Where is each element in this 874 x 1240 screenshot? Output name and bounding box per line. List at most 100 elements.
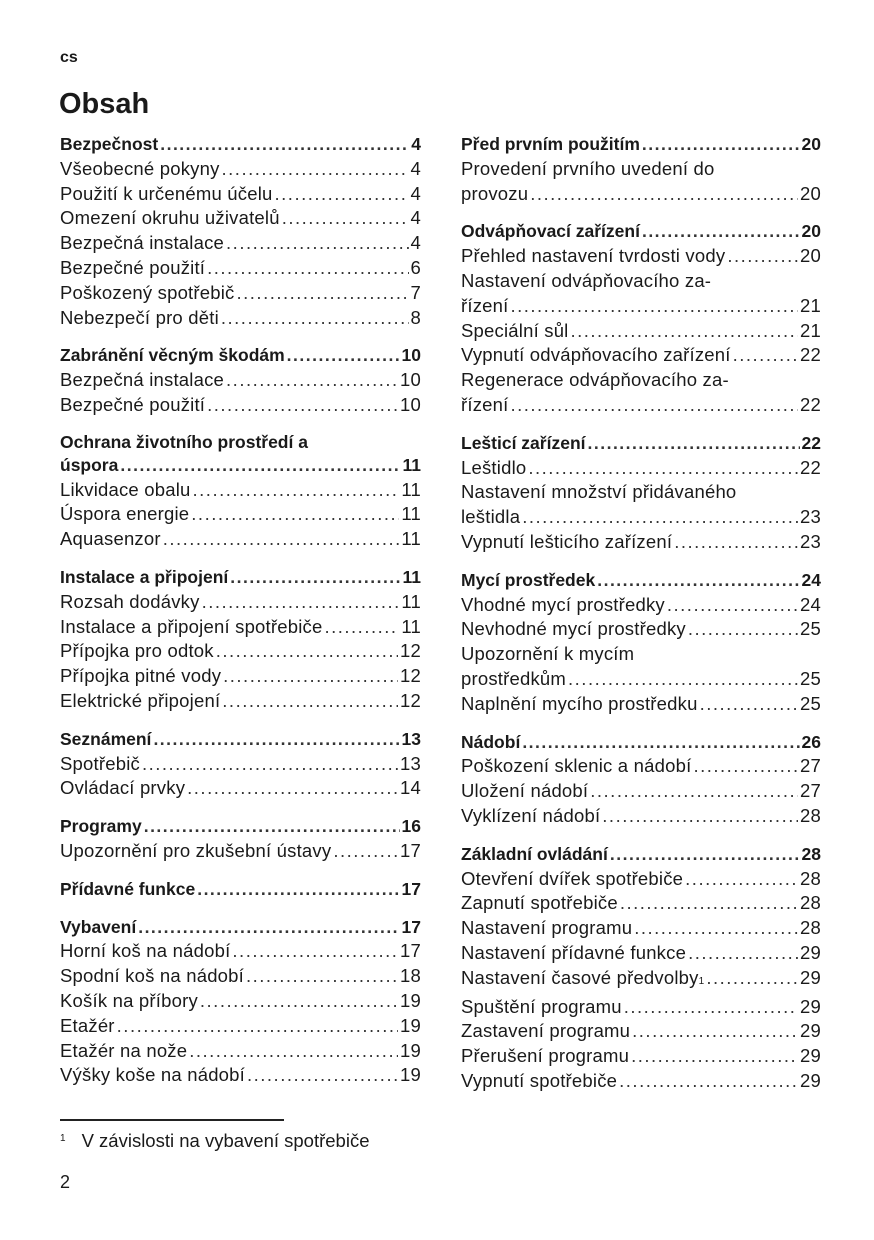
toc-heading[interactable]: úspora 11 — [60, 453, 421, 478]
toc-entry-page: 22 — [800, 344, 821, 366]
toc-entry[interactable]: Etažér na nože 19 — [60, 1039, 421, 1064]
toc-entry-label: Omezení okruhu uživatelů — [60, 207, 280, 229]
toc-entry[interactable]: Nebezpečí pro děti 8 — [60, 306, 421, 331]
leader-dots — [207, 393, 398, 418]
toc-entry-label: Poškozený spotřebič — [60, 281, 235, 303]
leader-dots — [733, 343, 798, 368]
toc-entry[interactable]: Ovládací prvky 14 — [60, 776, 421, 801]
toc-entry[interactable]: Spotřebič 13 — [60, 752, 421, 777]
toc-entry[interactable]: Uložení nádobí 27 — [461, 779, 821, 804]
toc-entry[interactable]: Vhodné mycí prostředky 24 — [461, 593, 821, 618]
toc-entry[interactable]: Všeobecné pokyny 4 — [60, 157, 421, 182]
toc-entry-page: 29 — [800, 995, 821, 1017]
leader-dots — [642, 219, 800, 244]
leader-dots — [191, 502, 399, 527]
toc-entry[interactable]: Otevření dvířek spotřebiče 28 — [461, 867, 821, 892]
toc-entry-label: Bezpečné použití — [60, 256, 206, 278]
toc-entry[interactable]: Naplnění mycího prostředku 25 — [461, 692, 821, 717]
toc-entry-line[interactable]: Provedení prvního uvedení do — [461, 157, 715, 179]
toc-entry-line[interactable]: Regenerace odvápňovacího za- — [461, 369, 729, 391]
toc-entry[interactable]: Instalace a připojení spotřebiče 11 — [60, 615, 421, 640]
toc-entry[interactable]: Vyklízení nádobí 28 — [461, 804, 821, 829]
toc-heading[interactable]: Vybavení 17 — [60, 915, 421, 940]
toc-entry[interactable]: řízení 21 — [461, 294, 821, 319]
toc-entry[interactable]: Speciální sůl 21 — [461, 319, 821, 344]
toc-heading[interactable]: Přídavné funkce 17 — [60, 877, 421, 902]
language-code: cs — [60, 49, 78, 66]
leader-dots — [530, 182, 798, 207]
leader-dots — [221, 306, 409, 331]
toc-entry[interactable]: Likvidace obalu 11 — [60, 478, 421, 503]
toc-entry[interactable]: Bezpečné použití 10 — [60, 393, 421, 418]
toc-heading[interactable]: Mycí prostředek 24 — [461, 568, 821, 593]
toc-entry[interactable]: Přípojka pitné vody 12 — [60, 664, 421, 689]
toc-entry[interactable]: Použití k určenému účelu 4 — [60, 182, 421, 207]
toc-entry[interactable]: Nevhodné mycí prostředky 25 — [461, 617, 821, 642]
toc-entry-line[interactable]: Upozornění k mycím — [461, 643, 635, 665]
toc-entry-page: 23 — [800, 530, 821, 552]
toc-entry[interactable]: Rozsah dodávky 11 — [60, 590, 421, 615]
toc-entry[interactable]: Přípojka pro odtok 12 — [60, 639, 421, 664]
toc-entry[interactable]: leštidla 23 — [461, 505, 821, 530]
toc-heading[interactable]: Základní ovládání 28 — [461, 842, 821, 867]
toc-entry-label: Otevření dvířek spotřebiče — [461, 867, 684, 889]
toc-heading[interactable]: Nádobí 26 — [461, 730, 821, 755]
toc-entry[interactable]: Poškození sklenic a nádobí 27 — [461, 754, 821, 779]
toc-entry-label: Bezpečné použití — [60, 393, 206, 415]
toc-entry[interactable]: Vypnutí odvápňovacího zařízení 22 — [461, 343, 821, 368]
toc-entry-page: 4 — [410, 207, 421, 229]
leader-dots — [632, 1019, 798, 1044]
toc-entry[interactable]: Nastavení programu 28 — [461, 916, 821, 941]
toc-entry[interactable]: Přehled nastavení tvrdosti vody 20 — [461, 244, 821, 269]
toc-entry[interactable]: Zastavení programu 29 — [461, 1019, 821, 1044]
toc-entry[interactable]: Spuštění programu 29 — [461, 995, 821, 1020]
toc-entry[interactable]: Zapnutí spotřebiče 28 — [461, 891, 821, 916]
toc-heading[interactable]: Zabránění věcným škodám 10 — [60, 343, 421, 368]
toc-heading-label: Nádobí — [461, 731, 521, 752]
toc-entry[interactable]: Bezpečné použití 6 — [60, 256, 421, 281]
toc-entry[interactable]: řízení 22 — [461, 393, 821, 418]
toc-entry[interactable]: Bezpečná instalace 4 — [60, 231, 421, 256]
toc-entry[interactable]: Spodní koš na nádobí 18 — [60, 964, 421, 989]
toc-entry[interactable]: Omezení okruhu uživatelů 4 — [60, 206, 421, 231]
toc-section: Mycí prostředek 24 Vhodné mycí prostředky 2… — [461, 568, 821, 717]
toc-heading[interactable]: Seznámení 13 — [60, 727, 421, 752]
toc-entry[interactable]: provozu 20 — [461, 182, 821, 207]
toc-entry[interactable]: Aquasenzor 11 — [60, 527, 421, 552]
toc-entry[interactable]: Etažér 19 — [60, 1014, 421, 1039]
toc-entry-page: 17 — [400, 940, 421, 962]
toc-entry[interactable]: Výšky koše na nádobí 19 — [60, 1063, 421, 1088]
toc-entry[interactable]: prostředkům 25 — [461, 667, 821, 692]
toc-entry-label: Nevhodné mycí prostředky — [461, 618, 686, 640]
toc-entry-line[interactable]: Nastavení množství přidávaného — [461, 481, 737, 503]
toc-entry[interactable]: Elektrické připojení 12 — [60, 689, 421, 714]
toc-heading-line[interactable]: Ochrana životního prostředí a — [60, 431, 308, 452]
toc-entry[interactable]: Bezpečná instalace 10 — [60, 368, 421, 393]
toc-entry-label: Spodní koš na nádobí — [60, 965, 245, 987]
leader-dots — [568, 667, 798, 692]
toc-entry[interactable]: Leštidlo 22 — [461, 456, 821, 481]
toc-entry[interactable]: Přerušení programu 29 — [461, 1044, 821, 1069]
toc-heading-page: 20 — [801, 221, 821, 242]
toc-entry[interactable]: Vypnutí spotřebiče 29 — [461, 1069, 821, 1094]
toc-entry[interactable]: Úspora energie 11 — [60, 502, 421, 527]
toc-heading[interactable]: Instalace a připojení 11 — [60, 565, 421, 590]
leader-dots — [144, 814, 400, 839]
toc-entry-line[interactable]: Nastavení odvápňovacího za- — [461, 269, 712, 291]
toc-heading[interactable]: Programy 16 — [60, 814, 421, 839]
toc-entry[interactable]: Upozornění pro zkušební ústavy 17 — [60, 839, 421, 864]
toc-entry[interactable]: Horní koš na nádobí 17 — [60, 939, 421, 964]
toc-entry[interactable]: Košík na příbory 19 — [60, 989, 421, 1014]
toc-heading[interactable]: Před prvním použitím 20 — [461, 132, 821, 157]
toc-entry-page: 24 — [800, 593, 821, 615]
toc-heading[interactable]: Lešticí zařízení 22 — [461, 431, 821, 456]
leader-dots — [216, 639, 398, 664]
toc-entry[interactable]: Nastavení přídavné funkce 29 — [461, 941, 821, 966]
toc-heading[interactable]: Bezpečnost 4 — [60, 132, 421, 157]
toc-heading-page: 24 — [801, 569, 821, 590]
toc-heading[interactable]: Odvápňovací zařízení 20 — [461, 219, 821, 244]
toc-entry[interactable]: Vypnutí lešticího zařízení 23 — [461, 530, 821, 555]
toc-entry-label: Košík na příbory — [60, 989, 198, 1011]
toc-entry[interactable]: Poškozený spotřebič 7 — [60, 281, 421, 306]
